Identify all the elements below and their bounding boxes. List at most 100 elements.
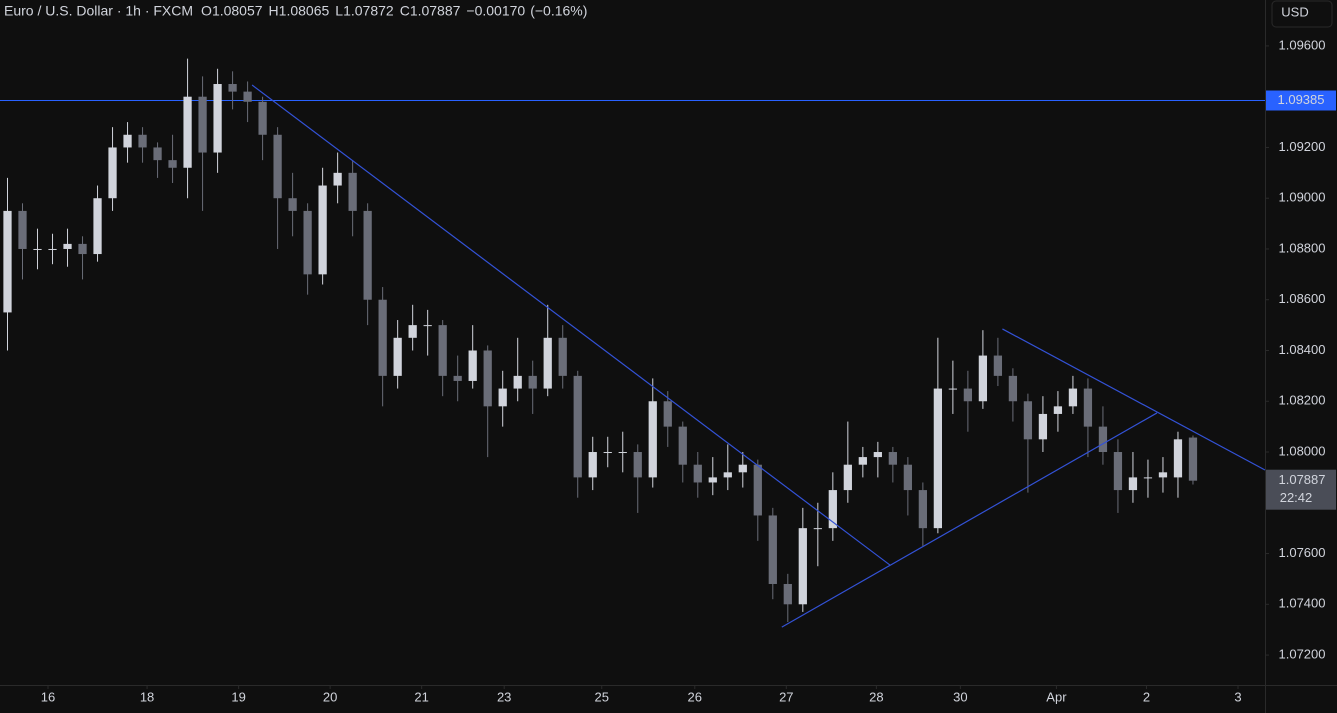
candle-body — [648, 401, 657, 478]
level-label: 1.09385 — [1278, 92, 1325, 107]
trendline — [781, 412, 1158, 628]
y-tick-label: 1.07600 — [1279, 545, 1326, 560]
candle-body — [273, 134, 282, 199]
candle-body — [108, 147, 117, 199]
candle-body — [348, 172, 357, 211]
candle-body — [123, 134, 132, 148]
candle-body — [873, 452, 882, 458]
candle-body — [618, 452, 627, 454]
x-tick-label: 20 — [323, 689, 337, 704]
y-tick-label: 1.08600 — [1279, 291, 1326, 306]
ohlc-label: C — [400, 3, 410, 19]
x-tick-label: Apr — [1046, 689, 1067, 704]
y-tick-label: 1.08200 — [1279, 393, 1326, 408]
candle-body — [363, 210, 372, 300]
candle-body — [963, 388, 973, 402]
candle-body — [573, 375, 582, 478]
candle-body — [933, 388, 942, 529]
x-tick-label: 19 — [231, 689, 245, 704]
change-value: −0.00170 — [466, 3, 525, 19]
ohlc-value: 1.08065 — [279, 3, 330, 19]
x-tick-label: 18 — [140, 689, 154, 704]
candle-body — [723, 472, 732, 478]
candle-body — [633, 452, 642, 478]
candle-body — [1008, 375, 1018, 402]
ohlc-value: 1.08057 — [212, 3, 263, 19]
candle-body — [588, 452, 597, 478]
candle-body — [528, 375, 537, 389]
candle-body — [753, 464, 762, 516]
candle-body — [48, 248, 57, 250]
x-tick-label: 25 — [595, 689, 609, 704]
candle-body — [1158, 472, 1168, 478]
x-tick-label: 21 — [414, 689, 428, 704]
candle-body — [378, 299, 387, 376]
candle-body — [918, 490, 927, 529]
candle-body — [903, 464, 912, 491]
candle-body — [978, 355, 988, 402]
candle-body — [603, 452, 612, 454]
candle-body — [228, 84, 237, 92]
ohlc-label: O — [201, 3, 212, 19]
candle-body — [738, 464, 747, 473]
candle-body — [408, 325, 417, 338]
y-tick-label: 1.08400 — [1279, 342, 1326, 357]
candle-body — [138, 134, 147, 148]
candle-body — [813, 528, 822, 530]
candle-body — [78, 243, 87, 255]
candle-body — [198, 96, 207, 153]
candle-body — [33, 248, 42, 250]
y-tick-label: 1.07200 — [1279, 646, 1326, 661]
candle-body — [258, 101, 267, 135]
candle-body — [708, 477, 717, 483]
candle-body — [243, 91, 252, 102]
x-tick-label: 27 — [779, 689, 793, 704]
candle-body — [1023, 401, 1033, 440]
currency-label: USD — [1281, 4, 1308, 19]
x-tick-label: 26 — [688, 689, 702, 704]
candle-body — [168, 160, 177, 168]
x-tick-label: 2 — [1143, 689, 1150, 704]
candle-body — [423, 325, 432, 327]
y-tick-label: 1.09600 — [1279, 37, 1326, 52]
candle-body — [888, 452, 897, 465]
x-tick-label: 16 — [41, 689, 55, 704]
candle-body — [828, 490, 837, 529]
candle-body — [843, 464, 852, 491]
currency-button[interactable] — [1271, 0, 1333, 28]
candle-body — [993, 355, 1003, 376]
change-percent: (−0.16%) — [530, 3, 587, 19]
candle-body — [468, 350, 477, 381]
candle-body — [303, 210, 312, 275]
ohlc-value: 1.07872 — [343, 3, 394, 19]
chart-title: Euro / U.S. Dollar · 1h · FXCM — [4, 3, 193, 19]
candle-body — [18, 210, 27, 249]
plot — [0, 58, 1266, 628]
candle-body — [483, 350, 492, 407]
candle-body — [453, 375, 462, 381]
candle-body — [1128, 477, 1138, 491]
x-tick-label: 3 — [1234, 689, 1241, 704]
candle-body — [3, 210, 12, 313]
candle-body — [288, 198, 297, 211]
countdown-label: 22:42 — [1280, 490, 1313, 505]
candle-body — [183, 96, 192, 168]
candle-body — [663, 401, 672, 427]
candle-body — [1113, 452, 1123, 491]
candle-body — [948, 388, 958, 390]
candle-body — [393, 337, 402, 376]
candle-body — [318, 185, 327, 275]
ohlc-label: L — [335, 3, 343, 19]
candle-body — [1098, 426, 1108, 453]
y-tick-label: 1.08800 — [1279, 240, 1326, 255]
candle-body — [1068, 388, 1078, 407]
candle-body — [513, 375, 522, 389]
candle-body — [63, 243, 72, 249]
candle-body — [153, 147, 162, 161]
header: Euro / U.S. Dollar · 1h · FXCM O 1.08057 H… — [4, 3, 587, 19]
candle-body — [693, 464, 702, 483]
candle-body — [93, 198, 102, 255]
